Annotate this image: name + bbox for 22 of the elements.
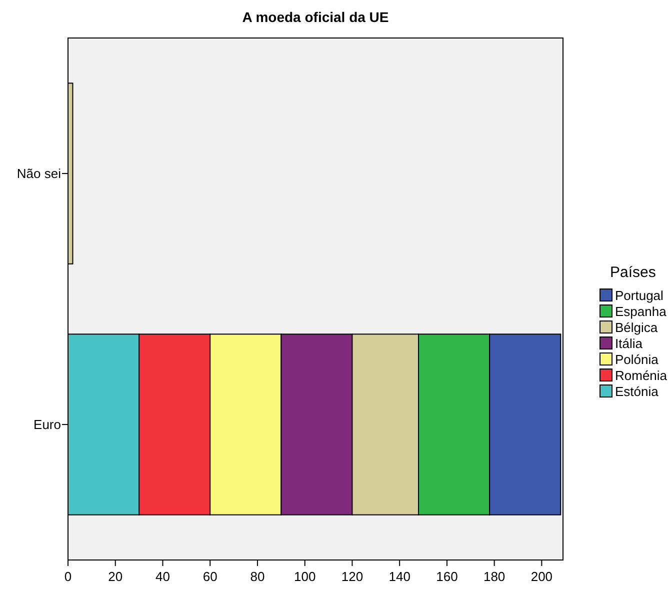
legend-label: Portugal — [615, 288, 664, 303]
x-tick-label: 120 — [341, 569, 364, 584]
x-tick-label: 140 — [388, 569, 410, 584]
x-tick-label: 0 — [64, 569, 72, 584]
chart-title: A moeda oficial da UE — [242, 9, 389, 25]
x-tick-label: 20 — [108, 569, 123, 584]
legend-title: Países — [610, 264, 656, 281]
legend-label: Espanha — [615, 304, 668, 319]
legend-label: Roménia — [615, 368, 668, 383]
x-tick-label: 100 — [294, 569, 316, 584]
legend-label: Bélgica — [615, 320, 658, 335]
x-tick-label: 200 — [530, 569, 553, 584]
legend-label: Estónia — [615, 384, 660, 399]
x-tick-label: 160 — [436, 569, 458, 584]
y-tick-label: Euro — [34, 417, 61, 432]
legend-label: Itália — [615, 336, 644, 351]
x-tick-label: 40 — [156, 569, 170, 584]
x-tick-label: 80 — [250, 569, 265, 584]
x-tick-label: 180 — [483, 569, 506, 584]
legend-label: Polónia — [615, 352, 660, 367]
x-tick-label: 60 — [202, 569, 218, 584]
y-tick-label: Não sei — [16, 166, 62, 182]
